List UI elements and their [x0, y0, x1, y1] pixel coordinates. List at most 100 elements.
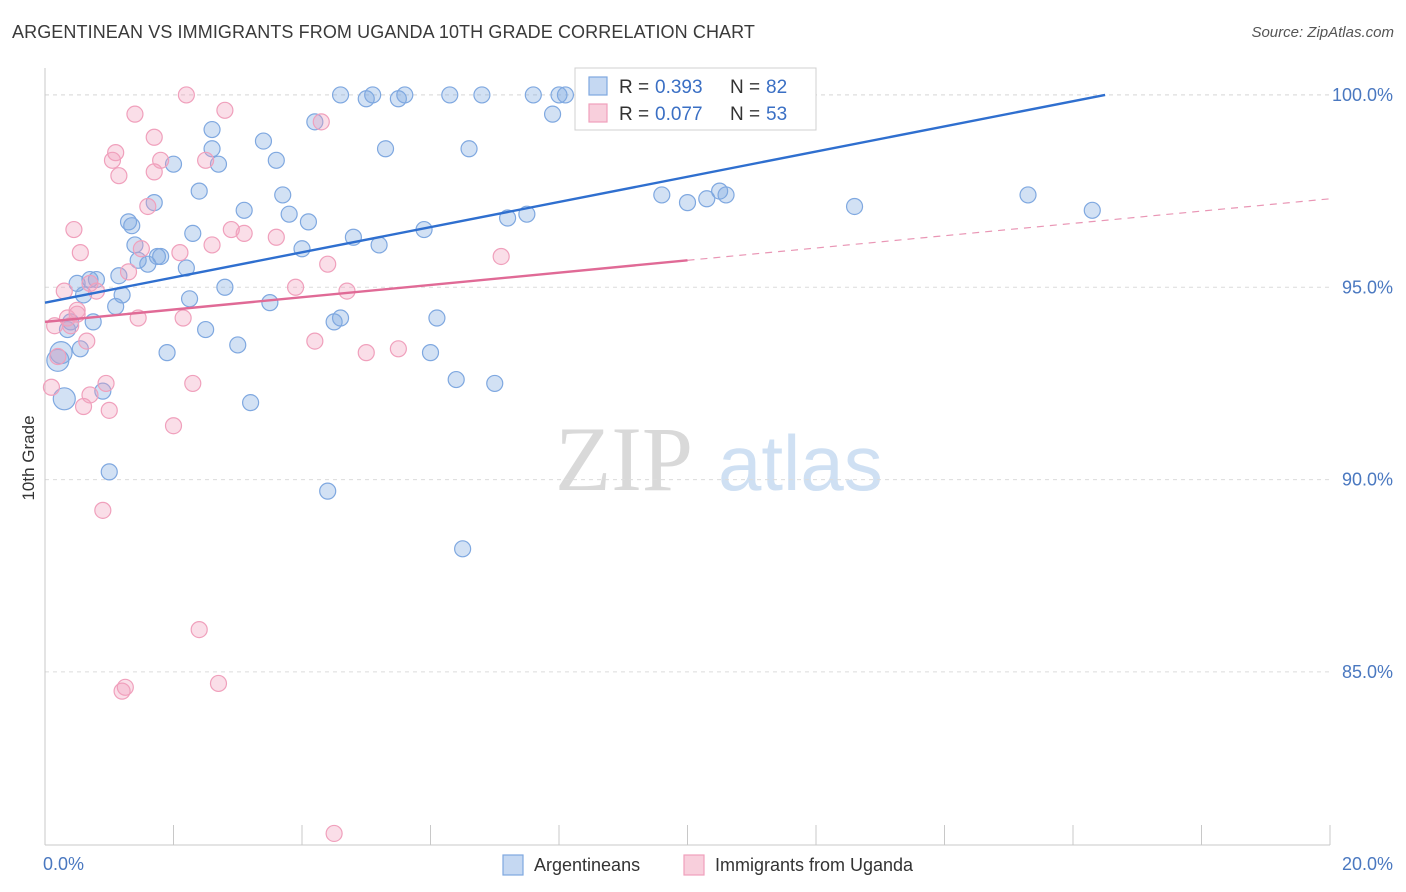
argentineans-point-46 — [319, 482, 337, 500]
legend-n-value-1: 53 — [766, 104, 787, 125]
trend-line-dashed-1 — [687, 198, 1331, 261]
argentineans-point-70 — [550, 86, 568, 104]
argentineans-point-61 — [447, 370, 465, 389]
argentineans-point-12 — [100, 463, 118, 481]
uganda-point-33 — [174, 309, 192, 327]
uganda-point-9 — [71, 244, 89, 262]
argentineans-point-63 — [460, 140, 478, 158]
uganda-point-15 — [94, 501, 112, 519]
argentineans-point-44 — [299, 213, 318, 231]
chart-title: ARGENTINEAN VS IMMIGRANTS FROM UGANDA 10… — [12, 22, 756, 42]
bottom-legend-label-uganda: Immigrants from Uganda — [715, 855, 914, 875]
argentineans-point-69 — [543, 105, 562, 123]
uganda-point-32 — [171, 244, 189, 262]
uganda-point-22 — [116, 678, 134, 696]
argentineans-point-41 — [274, 186, 292, 204]
argentineans-point-48 — [331, 86, 350, 104]
uganda-point-44 — [286, 278, 305, 296]
uganda-point-40 — [216, 101, 234, 119]
uganda-point-0 — [42, 378, 61, 396]
uganda-point-34 — [177, 86, 195, 104]
argentineans-point-28 — [184, 224, 202, 243]
uganda-point-27 — [139, 197, 157, 216]
legend-r-label-0: R = — [619, 77, 649, 98]
argentineans-point-71 — [556, 86, 575, 104]
source-credit: Source: ZipAtlas.com — [1251, 24, 1394, 41]
trend-line-0 — [44, 93, 1106, 304]
uganda-point-30 — [152, 151, 170, 169]
argentineans-point-54 — [376, 140, 395, 158]
argentineans-point-66 — [499, 209, 517, 227]
uganda-point-39 — [209, 674, 228, 693]
argentineans-point-38 — [254, 132, 273, 150]
argentineans-point-59 — [428, 309, 446, 327]
stats-legend-box — [574, 67, 817, 131]
bottom-legend-swatch-argentineans — [502, 854, 524, 876]
y-tick-label-2: 95.0% — [1342, 277, 1393, 297]
argentineans-point-39 — [261, 294, 279, 312]
y-tick-label-1: 90.0% — [1342, 470, 1393, 490]
argentineans-point-17 — [123, 217, 141, 235]
uganda-point-29 — [145, 128, 163, 146]
watermark-zip: ZIP — [555, 408, 693, 510]
zipatlas-watermark: ZIP atlas — [555, 408, 883, 510]
uganda-point-17 — [100, 401, 118, 419]
argentineans-point-24 — [158, 344, 176, 362]
uganda-point-2 — [49, 347, 67, 366]
x-tick-label-max: 20.0% — [1342, 854, 1393, 874]
trend-lines — [44, 93, 1331, 324]
legend-swatch-uganda — [588, 103, 608, 123]
uganda-point-6 — [65, 220, 83, 239]
argentineans-point-79 — [845, 197, 864, 216]
uganda-point-47 — [319, 255, 337, 273]
bottom-legend-swatch-uganda — [683, 854, 705, 876]
grid-lines — [45, 94, 1330, 673]
argentineans-point-65 — [486, 374, 504, 393]
uganda-point-20 — [110, 167, 128, 185]
argentineans-point-75 — [678, 194, 697, 212]
argentineans-point-14 — [110, 267, 128, 285]
argentineans-point-49 — [331, 309, 350, 327]
uganda-point-42 — [235, 224, 253, 243]
legend-n-label-1: N = — [730, 104, 760, 125]
uganda-point-48 — [325, 824, 343, 843]
uganda-point-45 — [306, 332, 324, 350]
uganda-point-16 — [97, 374, 115, 393]
uganda-point-46 — [312, 113, 330, 131]
uganda-point-43 — [267, 228, 285, 246]
argentineans-point-60 — [441, 86, 459, 104]
uganda-point-11 — [78, 332, 96, 350]
argentineans-point-2 — [52, 387, 76, 411]
uganda-point-37 — [197, 151, 215, 169]
argentineans-point-40 — [267, 151, 285, 169]
bottom-legend-label-argentineans: Argentineans — [534, 855, 640, 875]
argentineans-point-34 — [216, 278, 234, 296]
argentineans-point-25 — [164, 155, 183, 173]
argentineans-point-81 — [1083, 201, 1101, 219]
uganda-point-49 — [338, 282, 356, 300]
tick-labels: 85.0% 90.0% 95.0% 100.0% 0.0% 20.0% — [43, 85, 1393, 874]
trend-line-1 — [44, 259, 688, 324]
argentineans-point-23 — [152, 247, 170, 266]
argentineans-point-29 — [190, 182, 208, 200]
argentineans-point-80 — [1019, 186, 1037, 204]
uganda-point-13 — [81, 386, 99, 404]
x-tick-label-min: 0.0% — [43, 854, 84, 874]
argentineans-point-32 — [203, 120, 221, 139]
uganda-point-31 — [164, 417, 183, 435]
legend-r-value-0: 0.393 — [655, 77, 703, 98]
uganda-point-35 — [184, 374, 202, 393]
uganda-point-36 — [190, 620, 208, 639]
y-axis-title: 10th Grade — [19, 415, 38, 500]
argentineans-point-58 — [421, 344, 440, 362]
argentineans-point-27 — [180, 290, 199, 308]
uganda-point-51 — [389, 340, 407, 358]
uganda-point-24 — [126, 105, 144, 123]
uganda-point-23 — [119, 263, 138, 281]
legend-swatch-argentineans — [588, 76, 608, 96]
argentineans-point-52 — [364, 86, 382, 104]
argentineans-point-76 — [698, 190, 716, 208]
series-legend: Argentineans Immigrants from Uganda — [502, 854, 914, 876]
stats-legend: R = 0.393 N = 82 R = 0.077 N = 53 — [574, 67, 817, 131]
series-argentineans-points — [46, 86, 1101, 558]
